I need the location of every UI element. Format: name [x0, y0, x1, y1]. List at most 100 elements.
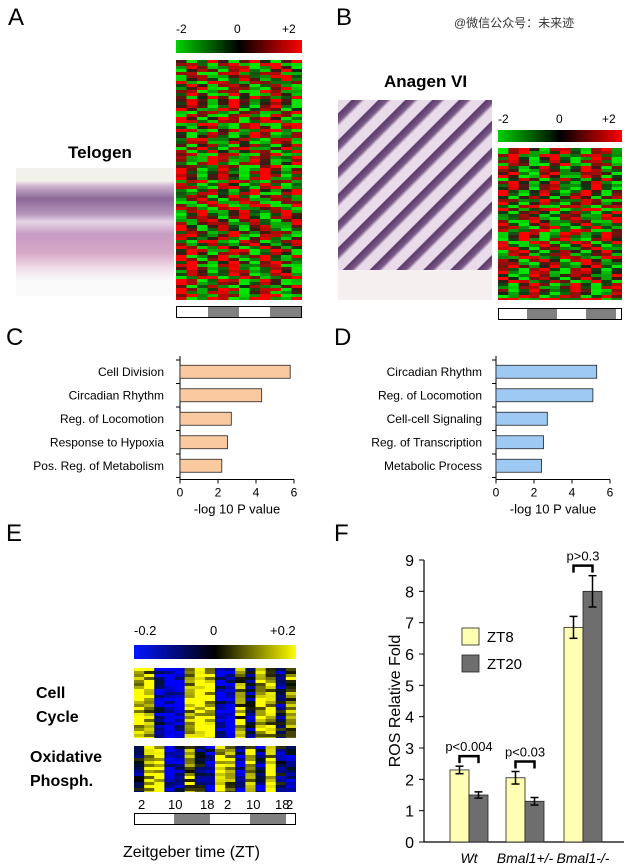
panel-label-f: F	[334, 520, 349, 547]
panel-d-bar	[495, 388, 594, 403]
panel-c-bar-chart: Cell Division Circadian Rhythm Reg. of Loc…	[33, 356, 298, 517]
panel-f-significance-bracket	[572, 564, 594, 573]
panel-f-y-tick-label: 0	[405, 835, 414, 852]
panel-c-x-tick-label: 0	[177, 486, 184, 500]
panel-c-x-tick-label: 6	[291, 486, 298, 500]
panel-f-p-value: p>0.3	[567, 549, 600, 564]
anagen-histology-fat	[338, 270, 492, 300]
panel-label-b: B	[336, 4, 353, 31]
panel-f-p-value: p<0.03	[505, 745, 545, 760]
panel-d-category-label: Reg. of Transcription	[371, 435, 482, 449]
panel-d-bar-chart: Circadian Rhythm Reg. of Locomotion Cell-c…	[371, 356, 614, 517]
panel-b-scale-min: -2	[498, 112, 509, 126]
panel-f-significance-bracket	[514, 760, 536, 769]
panel-d-x-tick-label: 4	[569, 486, 576, 500]
panel-e-tick-label: 18	[275, 797, 290, 812]
panel-f-category-label: Bmal1-/-	[557, 850, 610, 866]
panel-e-xlabel: Zeitgeber time (ZT)	[123, 844, 260, 861]
panel-c-x-tick-label: 2	[215, 486, 222, 500]
panel-b-color-scale	[498, 130, 622, 142]
panel-b-heatmap	[498, 148, 622, 300]
panel-f-bar	[582, 590, 603, 843]
panel-e-tick-label: 18	[200, 797, 215, 812]
panel-e-light-dark-bar	[134, 813, 296, 825]
panel-f-bar-chart: 0 1 2 3 4 5 6 7 8 9 ROS Relative Fold Wt p<0.004 Bmal…	[387, 549, 624, 866]
panel-f-bar	[468, 794, 489, 843]
panel-a-light-dark-bar	[176, 306, 302, 318]
panel-label-c: C	[6, 324, 24, 351]
panel-f-y-tick-label: 8	[405, 584, 414, 601]
panel-e-scale-min: -0.2	[134, 623, 157, 638]
panel-f-y-tick-label: 2	[405, 772, 414, 789]
panel-f-legend-swatch	[461, 627, 480, 646]
panel-a-scale-min: -2	[176, 22, 187, 36]
panel-a-color-scale	[176, 40, 302, 53]
panel-c-bar	[179, 411, 232, 426]
panel-e-tick-label: 2	[224, 797, 232, 812]
panel-b-scale-max: +2	[602, 112, 616, 126]
panel-label-e: E	[6, 520, 23, 547]
cell-cycle-heatmap	[134, 668, 296, 738]
panel-e-scale-mid: 0	[210, 623, 218, 638]
oxidative-label-line2: Phosph.	[30, 773, 94, 790]
panel-d-category-label: Cell-cell Signaling	[387, 412, 482, 426]
panel-label-d: D	[334, 324, 352, 351]
panel-a-heatmap	[176, 60, 302, 300]
oxidative-label-line1: Oxidative	[30, 749, 103, 766]
panel-e-color-scale	[134, 645, 296, 659]
panel-f-bar	[563, 626, 584, 843]
panel-d-category-label: Metabolic Process	[384, 459, 482, 473]
panel-a-title: Telogen	[68, 143, 132, 162]
telogen-histology-image	[16, 168, 174, 296]
panel-e-scale-max: +0.2	[270, 623, 296, 638]
panel-c-category-label: Circadian Rhythm	[69, 388, 164, 402]
panel-d-category-label: Circadian Rhythm	[387, 365, 482, 379]
panel-f-category-label: Bmal1+/-	[497, 850, 554, 866]
panel-f-legend-label: ZT8	[487, 629, 514, 646]
panel-a-scale-max: +2	[282, 22, 296, 36]
panel-d-bar	[495, 364, 598, 379]
panel-b-light-dark-bar	[498, 308, 622, 320]
panel-f-y-tick-label: 6	[405, 647, 414, 664]
panel-f-y-tick-label: 5	[405, 678, 414, 695]
panel-f-legend-label: ZT20	[487, 656, 522, 673]
panel-e-tick-label: 2	[286, 797, 294, 812]
panel-f-significance-bracket	[458, 754, 480, 764]
panel-d-bar	[495, 411, 548, 426]
panel-e-tick-label: 2	[138, 797, 146, 812]
panel-c-category-label: Reg. of Locomotion	[60, 412, 164, 426]
panel-c-category-label: Pos. Reg. of Metabolism	[33, 459, 164, 473]
panel-d-bar	[495, 458, 542, 473]
panel-b-scale-mid: 0	[556, 112, 563, 126]
panel-e-tick-labels: 2 10 18 2 10 18 2	[134, 797, 296, 813]
panel-c-bar	[179, 435, 228, 450]
oxidative-heatmap	[134, 746, 296, 792]
panel-d-x-tick-label: 2	[531, 486, 538, 500]
panel-c-x-label: -log 10 P value	[194, 502, 281, 517]
panel-c-bar	[179, 388, 263, 403]
panel-label-a: A	[8, 4, 25, 31]
panel-f-bar	[524, 800, 545, 843]
panel-f-bar	[505, 777, 526, 843]
watermark: @微信公众号：未来迹	[454, 16, 575, 30]
panel-c-category-label: Cell Division	[98, 365, 164, 379]
panel-b-title: Anagen VI	[384, 72, 468, 91]
panel-f-legend-swatch	[461, 654, 480, 673]
panel-c-bar	[179, 458, 223, 473]
panel-f-y-label: ROS Relative Fold	[387, 635, 404, 768]
cell-cycle-label: Cell Cycle	[36, 682, 79, 730]
panel-c-bar	[179, 364, 291, 379]
panel-f-bar	[449, 769, 470, 843]
panel-f-category-label: Wt	[460, 850, 478, 866]
panel-d-x-tick-label: 0	[493, 486, 500, 500]
panel-e-tick-label: 10	[246, 797, 261, 812]
panel-d-bar	[495, 435, 544, 450]
panel-d-x-tick-label: 6	[607, 486, 614, 500]
panel-d-category-label: Reg. of Locomotion	[378, 388, 482, 402]
oxidative-label: Oxidative Phosph.	[30, 746, 102, 794]
panel-f-p-value: p<0.004	[445, 739, 492, 754]
panel-d-x-label: -log 10 P value	[510, 502, 597, 517]
panel-e-tick-label: 10	[168, 797, 183, 812]
cell-cycle-label-line2: Cycle	[36, 709, 79, 726]
panel-f-y-tick-label: 1	[405, 804, 414, 821]
